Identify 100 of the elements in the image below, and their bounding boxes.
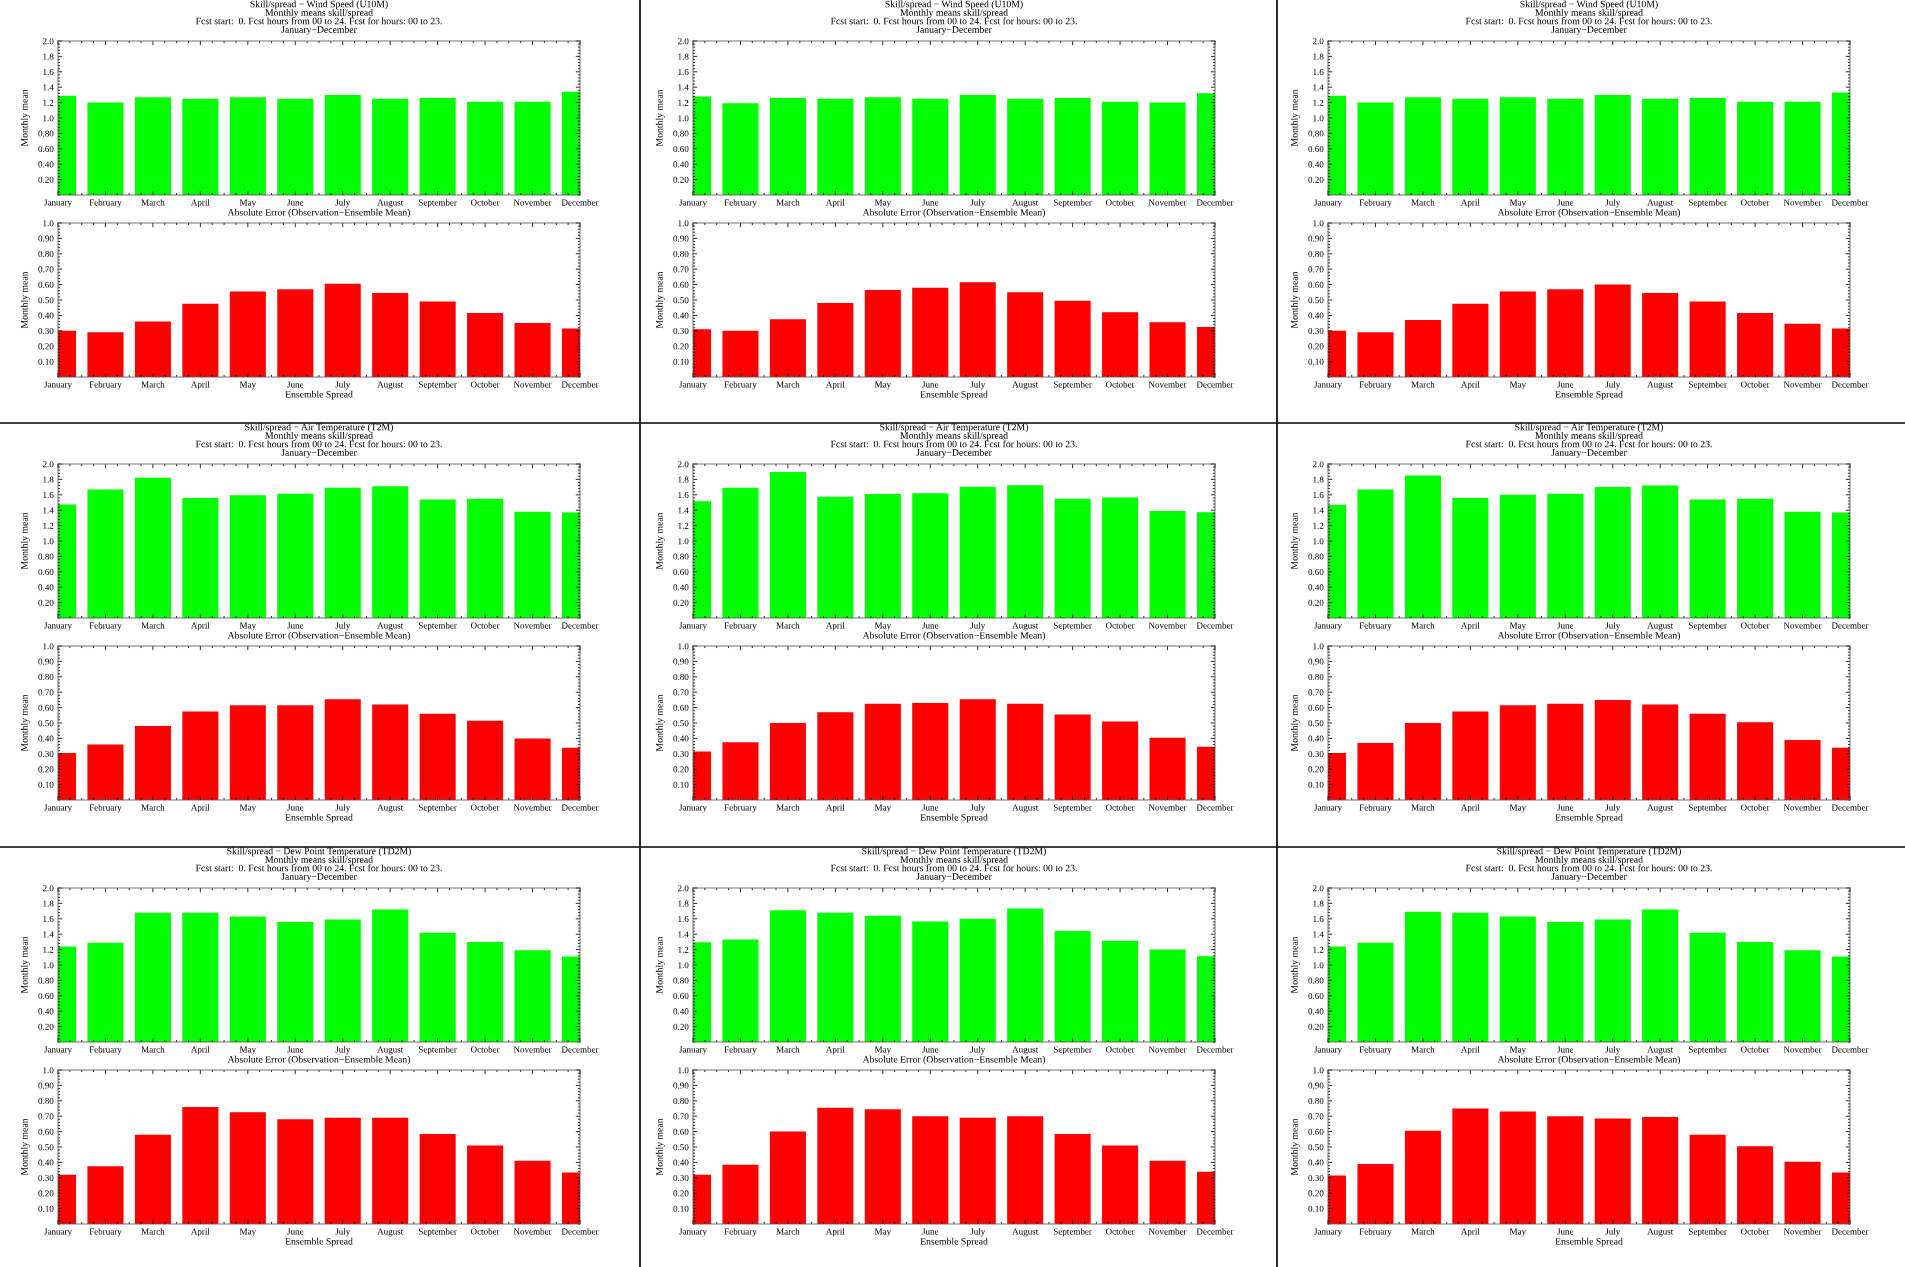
bar xyxy=(182,303,219,377)
bar xyxy=(419,97,456,195)
bar xyxy=(1054,714,1091,800)
y-tick-label: 0.40 xyxy=(1308,735,1324,742)
bar xyxy=(1642,485,1679,618)
x-tick-label: March xyxy=(1411,1228,1435,1235)
chart-title: Skill/spread − Air Temperature (T2M) xyxy=(1515,423,1663,433)
chart-subtitle: Monthly means skill/spread Fcst start: 0. Fcst hours from 00 to 24. Fcst for hours: 00 to 23. January−December xyxy=(195,431,442,458)
y-tick-label: 1.6 xyxy=(678,915,689,923)
chart-subtitle: Monthly means skill/spread Fcst start: 0. Fcst hours from 00 to 24. Fcst for hours: 00 to 23. January−December xyxy=(830,8,1077,35)
y-tick-label: 0.70 xyxy=(1308,266,1324,273)
bar xyxy=(1404,320,1441,377)
x-axis-title: Absolute Error (Observation−Ensemble Mean) xyxy=(862,208,1045,218)
x-tick-label: May xyxy=(1509,199,1527,208)
bar xyxy=(1102,497,1139,618)
bar xyxy=(864,703,901,800)
y-tick-label: 1.4 xyxy=(678,84,689,91)
x-tick-label: May xyxy=(1509,622,1527,631)
x-tick-label: January xyxy=(1314,1046,1342,1055)
y-tick-label: 0.50 xyxy=(1308,297,1324,304)
y-tick-label: 1.8 xyxy=(43,476,54,483)
x-tick-label: December xyxy=(561,1046,599,1053)
y-tick-label: 1.4 xyxy=(1313,84,1324,91)
y-tick-label: 0.50 xyxy=(38,720,54,727)
x-axis-title: Absolute Error (Observation−Ensemble Mean) xyxy=(227,208,410,218)
y-tick-label: 0.90 xyxy=(673,1082,689,1089)
y-tick-label: 0.10 xyxy=(38,358,54,365)
y-tick-label: 0.70 xyxy=(1308,689,1324,696)
x-tick-label: December xyxy=(561,1228,599,1235)
x-tick-label: February xyxy=(89,199,122,208)
bar xyxy=(324,283,361,377)
x-tick-label: November xyxy=(513,804,552,811)
y-tick-label: 0.90 xyxy=(673,658,689,665)
y-tick-label: 1.0 xyxy=(678,1067,689,1074)
y-axis-title: Monthly mean xyxy=(1290,694,1300,752)
bar xyxy=(1007,1116,1044,1224)
y-tick-label: 0.20 xyxy=(673,343,689,350)
x-tick-label: April xyxy=(825,381,845,390)
x-axis-title: Absolute Error (Observation−Ensemble Mean) xyxy=(862,1055,1045,1065)
x-tick-label: January xyxy=(1314,381,1342,390)
bar xyxy=(229,705,266,800)
x-tick-label: March xyxy=(776,1228,800,1235)
x-tick-label: September xyxy=(1053,622,1092,631)
y-tick-label: 0.10 xyxy=(1308,781,1324,788)
x-tick-label: December xyxy=(1831,1046,1869,1053)
y-tick-label: 0.80 xyxy=(1308,553,1324,560)
x-tick-label: August xyxy=(1647,1228,1674,1237)
bar xyxy=(229,97,266,195)
bar xyxy=(1007,292,1044,377)
bar xyxy=(467,498,504,618)
x-tick-label: September xyxy=(418,381,457,390)
bar xyxy=(1007,703,1044,800)
y-tick-label: 1.4 xyxy=(43,84,54,91)
x-tick-label: January xyxy=(1314,804,1342,813)
y-tick-label: 1.0 xyxy=(1313,538,1324,545)
x-tick-label: May xyxy=(874,804,892,813)
y-tick-label: 0.30 xyxy=(1308,750,1324,758)
x-tick-label: May xyxy=(239,804,257,813)
x-tick-label: June xyxy=(1557,199,1574,206)
y-tick-label: 1.8 xyxy=(678,900,689,907)
bar xyxy=(1149,102,1186,195)
bar xyxy=(769,472,806,618)
bar xyxy=(1357,1163,1394,1224)
x-tick-label: May xyxy=(1509,1228,1527,1237)
bar xyxy=(1149,510,1186,618)
bar xyxy=(1642,909,1679,1042)
bar xyxy=(514,323,551,377)
x-tick-label: August xyxy=(1647,1046,1674,1055)
y-axis-title: Monthly mean xyxy=(20,694,30,752)
bar xyxy=(769,319,806,377)
y-tick-label: 0.60 xyxy=(1308,281,1324,288)
x-tick-label: June xyxy=(1557,1228,1574,1235)
y-tick-label: 0.20 xyxy=(673,1190,689,1197)
bar xyxy=(1594,699,1631,800)
bar xyxy=(817,98,854,195)
x-tick-label: April xyxy=(190,1046,210,1055)
bar xyxy=(1642,704,1679,800)
y-tick-label: 0.40 xyxy=(1308,312,1324,319)
y-tick-label: 0.20 xyxy=(38,766,54,773)
y-tick-label: 1.6 xyxy=(43,491,54,499)
y-tick-label: 1.0 xyxy=(678,220,689,227)
y-tick-label: 0.90 xyxy=(1308,1082,1324,1089)
x-axis-title: Ensemble Spread xyxy=(920,813,988,823)
y-tick-label: 0.30 xyxy=(1308,1174,1324,1182)
y-tick-label: 1.4 xyxy=(43,507,54,514)
bar xyxy=(87,1166,124,1224)
bar xyxy=(372,486,409,618)
x-tick-label: March xyxy=(141,804,165,811)
y-tick-label: 0.20 xyxy=(673,1023,689,1030)
x-tick-label: May xyxy=(239,1228,257,1237)
bar xyxy=(959,918,996,1042)
bar xyxy=(864,97,901,195)
y-tick-label: 0.60 xyxy=(673,704,689,711)
x-tick-label: July xyxy=(335,804,351,813)
x-tick-label: June xyxy=(287,804,304,811)
y-tick-label: 2.0 xyxy=(42,885,54,892)
x-tick-label: July xyxy=(970,622,986,631)
x-tick-label: November xyxy=(1783,1046,1822,1053)
y-tick-label: 0.40 xyxy=(38,312,54,319)
y-tick-label: 0.10 xyxy=(673,781,689,788)
